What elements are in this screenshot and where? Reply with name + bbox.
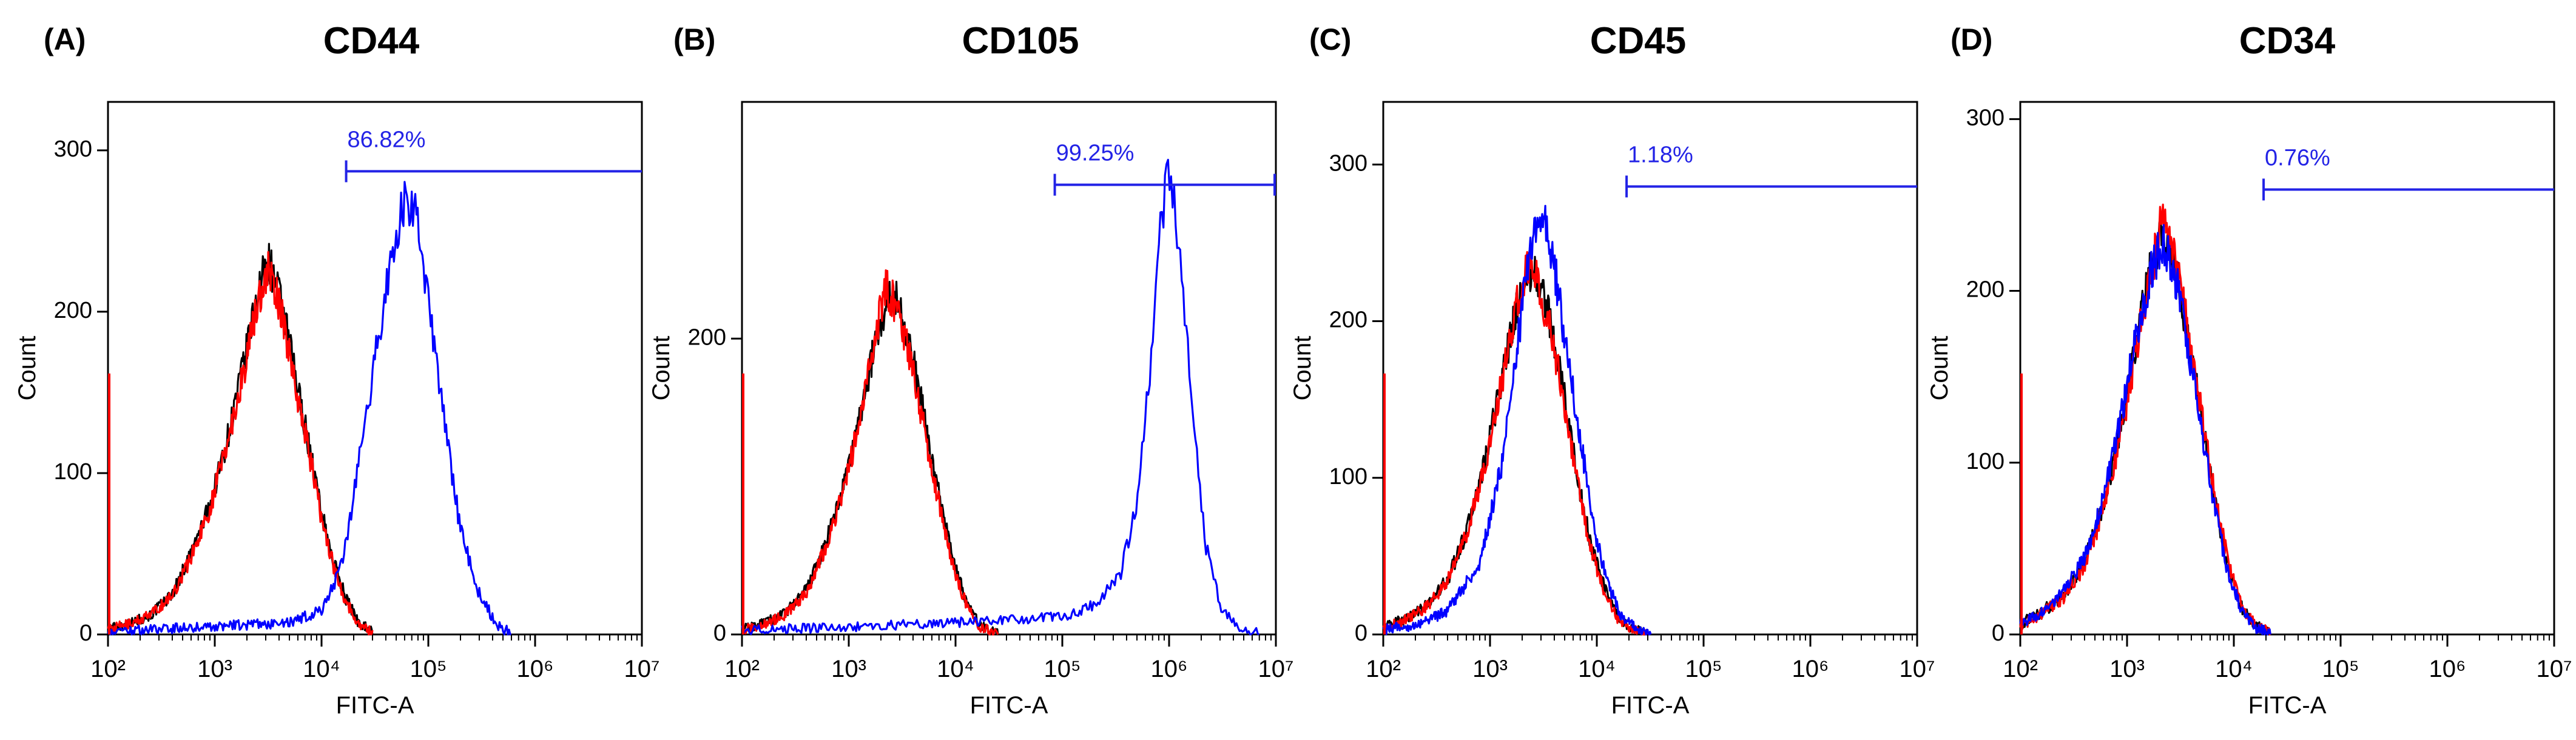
x-tick-label: 10² xyxy=(724,656,760,682)
x-axis-label: FITC-A xyxy=(1611,692,1690,719)
x-tick-label: 10⁴ xyxy=(303,656,340,682)
panel-c: (C) CD45 xyxy=(1309,20,1686,62)
panel-title: CD45 xyxy=(1590,20,1687,62)
x-axis-label: FITC-A xyxy=(336,692,414,719)
x-tick-label: 10⁴ xyxy=(1578,656,1616,682)
panel-a: (A) CD44 xyxy=(44,20,420,62)
panel-label: (A) xyxy=(44,22,86,56)
y-tick-label: 200 xyxy=(54,298,92,323)
x-tick-label: 10³ xyxy=(2109,656,2145,682)
histogram-trace-sample xyxy=(2019,224,2271,636)
histogram-trace-isotype xyxy=(741,269,999,636)
x-tick-label: 10⁶ xyxy=(2429,656,2466,682)
histogram-trace-sample xyxy=(107,181,511,636)
y-tick-label: 0 xyxy=(1355,621,1367,646)
gate-percentage-label: 1.18% xyxy=(1628,142,1693,167)
gate-percentage-label: 86.82% xyxy=(348,127,426,152)
y-tick-label: 200 xyxy=(1329,308,1367,333)
gate-percentage-label: 0.76% xyxy=(2265,145,2330,170)
plot-cd44: 86.82% 0 100 200 300 10² 10³ 10⁴ 10⁵ 10⁶ 10⁷ FITC-A… xyxy=(14,101,660,719)
histogram-trace-isotype xyxy=(1382,251,1649,636)
y-tick-label: 100 xyxy=(1329,464,1367,489)
y-axis-label: Count xyxy=(648,336,675,401)
gate-percentage-label: 99.25% xyxy=(1056,141,1135,166)
y-tick-label: 100 xyxy=(54,459,92,485)
y-tick-label: 300 xyxy=(1329,150,1367,176)
y-tick-label: 200 xyxy=(688,325,726,350)
x-tick-label: 10³ xyxy=(197,656,232,682)
x-tick-label: 10⁷ xyxy=(1258,656,1294,682)
y-tick-label: 0 xyxy=(79,621,92,646)
x-axis-label: FITC-A xyxy=(970,692,1048,719)
x-axis-label: FITC-A xyxy=(2248,692,2327,719)
x-tick-label: 10³ xyxy=(831,656,866,682)
x-tick-label: 10³ xyxy=(1472,656,1508,682)
plot-cd45: 1.18% 0 100 200 300 10² 10³ 10⁴ 10⁵ 10⁶ 10⁷ FITC-A C… xyxy=(1289,101,1935,719)
x-tick-label: 10⁵ xyxy=(1044,656,1081,682)
y-tick-label: 0 xyxy=(1992,621,2004,646)
panel-b: (B) CD105 xyxy=(673,20,1079,62)
y-tick-label: 300 xyxy=(54,136,92,162)
x-tick-label: 10⁶ xyxy=(1792,656,1829,682)
y-axis-label: Count xyxy=(14,336,41,401)
plot-cd34: 0.76% 0 100 200 300 10² 10³ 10⁴ 10⁵ 10⁶ 10⁷ FITC-A C… xyxy=(1926,101,2572,719)
y-tick-label: 100 xyxy=(1966,449,2004,474)
y-tick-label: 0 xyxy=(713,621,726,646)
x-tick-label: 10⁵ xyxy=(1685,656,1722,682)
x-tick-label: 10² xyxy=(90,656,126,682)
plot-frame xyxy=(107,101,643,636)
y-axis-label: Count xyxy=(1289,336,1316,401)
plot-cd105: 99.25% 0 200 10² 10³ 10⁴ 10⁵ 10⁶ 10⁷ FITC-A Count xyxy=(648,101,1294,719)
x-tick-label: 10² xyxy=(1366,656,1401,682)
x-tick-label: 10⁷ xyxy=(2537,656,2572,682)
y-tick-label: 200 xyxy=(1966,277,2004,303)
panel-d: (D) CD34 xyxy=(1951,20,2336,62)
x-tick-label: 10⁶ xyxy=(1151,656,1188,682)
x-tick-label: 10² xyxy=(2003,656,2038,682)
y-axis-label: Count xyxy=(1926,336,1953,401)
panel-label: (D) xyxy=(1951,22,1992,56)
plot-frame xyxy=(741,101,1277,636)
x-tick-label: 10⁴ xyxy=(937,656,974,682)
x-tick-label: 10⁴ xyxy=(2215,656,2253,682)
x-tick-label: 10⁵ xyxy=(2322,656,2359,682)
histogram-trace-isotype xyxy=(107,251,374,636)
histogram-trace-sample xyxy=(1382,204,1652,636)
panel-title: CD34 xyxy=(2239,20,2336,62)
y-tick-label: 300 xyxy=(1966,105,2004,130)
panel-title: CD105 xyxy=(962,20,1079,62)
plot-frame xyxy=(2019,101,2555,636)
x-tick-label: 10⁷ xyxy=(624,656,660,682)
panel-label: (B) xyxy=(673,22,715,56)
panel-title: CD44 xyxy=(323,20,420,62)
histogram-trace-sample xyxy=(741,158,1260,636)
x-tick-label: 10⁵ xyxy=(410,656,447,682)
x-tick-label: 10⁷ xyxy=(1900,656,1935,682)
panel-label: (C) xyxy=(1309,22,1351,56)
x-tick-label: 10⁶ xyxy=(517,656,554,682)
